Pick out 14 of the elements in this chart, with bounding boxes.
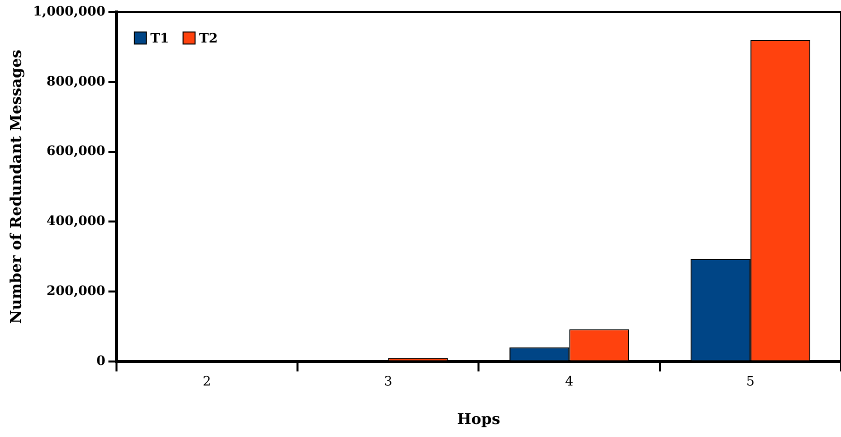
y-tick-label: 600,000 — [46, 144, 106, 160]
legend-label: T1 — [150, 31, 170, 46]
y-axis-title: Number of Redundant Messages — [6, 50, 25, 324]
y-tick-label: 1,000,000 — [32, 4, 106, 20]
y-tick-label: 800,000 — [46, 74, 106, 90]
x-tick-label: 4 — [565, 374, 574, 390]
legend-label: T2 — [199, 31, 218, 46]
x-tick-label: 3 — [384, 374, 392, 390]
x-tick-label: 5 — [746, 374, 755, 390]
y-tick-label: 0 — [96, 354, 106, 369]
x-axis-title: Hops — [457, 410, 500, 428]
x-tick-label: 2 — [202, 374, 212, 390]
y-tick-label: 200,000 — [46, 284, 106, 299]
y-tick-label: 400,000 — [46, 214, 106, 230]
